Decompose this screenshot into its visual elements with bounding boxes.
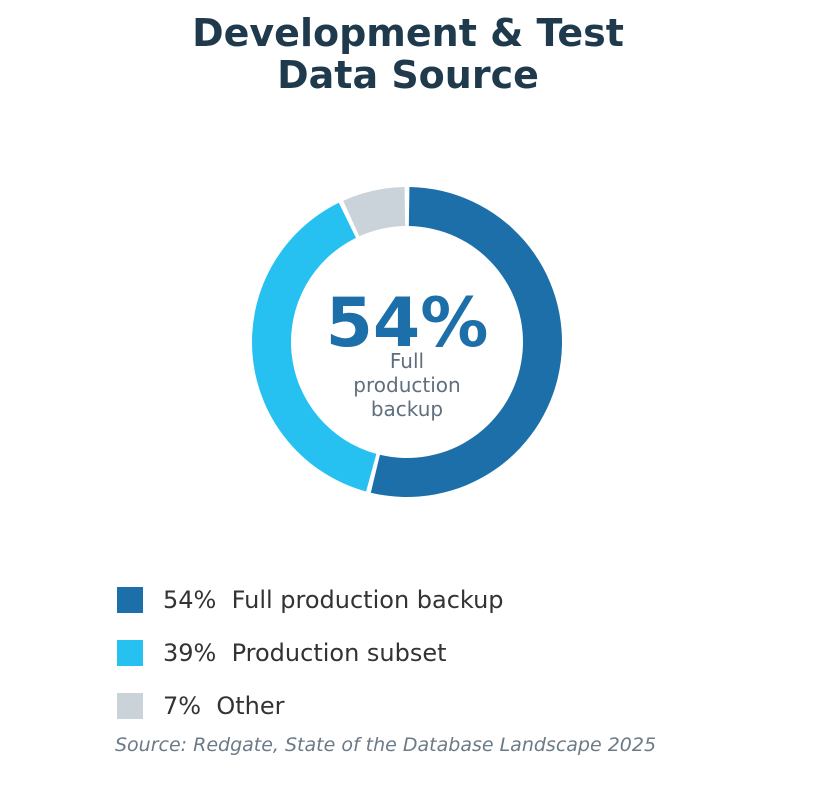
legend-item-production-subset: 39% Production subset bbox=[117, 626, 504, 679]
legend-label: Other bbox=[216, 691, 285, 720]
legend-swatch bbox=[117, 692, 143, 719]
center-label-line-3: backup bbox=[371, 397, 443, 421]
legend-swatch bbox=[117, 639, 143, 666]
donut-slice-production-subset bbox=[251, 202, 377, 492]
legend-swatch bbox=[117, 586, 143, 613]
legend: 54% Full production backup 39% Productio… bbox=[117, 573, 504, 732]
legend-label: Full production backup bbox=[231, 585, 504, 614]
center-label-line-2: production bbox=[353, 373, 460, 397]
legend-gap bbox=[216, 586, 231, 614]
legend-label: Production subset bbox=[231, 638, 447, 667]
donut-slice-other bbox=[343, 187, 406, 237]
legend-gap bbox=[201, 692, 216, 720]
center-label-line-1: Full bbox=[390, 349, 424, 373]
donut-slices bbox=[251, 187, 562, 498]
center-value: 54% bbox=[326, 284, 489, 363]
donut-slice-full-production-backup bbox=[370, 187, 562, 498]
legend-gap bbox=[216, 639, 231, 667]
source-note: Source: Redgate, State of the Database L… bbox=[115, 734, 657, 756]
legend-pct: 7% bbox=[163, 691, 202, 720]
legend-pct: 39% bbox=[163, 638, 217, 667]
legend-item-other: 7% Other bbox=[117, 679, 504, 732]
chart-title-line-2: Data Source bbox=[277, 53, 539, 97]
chart-title-line-1: Development & Test bbox=[192, 11, 624, 55]
legend-pct: 54% bbox=[163, 585, 217, 614]
legend-item-full-production-backup: 54% Full production backup bbox=[117, 573, 504, 626]
chart-title: Development & Test Data Source bbox=[0, 12, 816, 96]
